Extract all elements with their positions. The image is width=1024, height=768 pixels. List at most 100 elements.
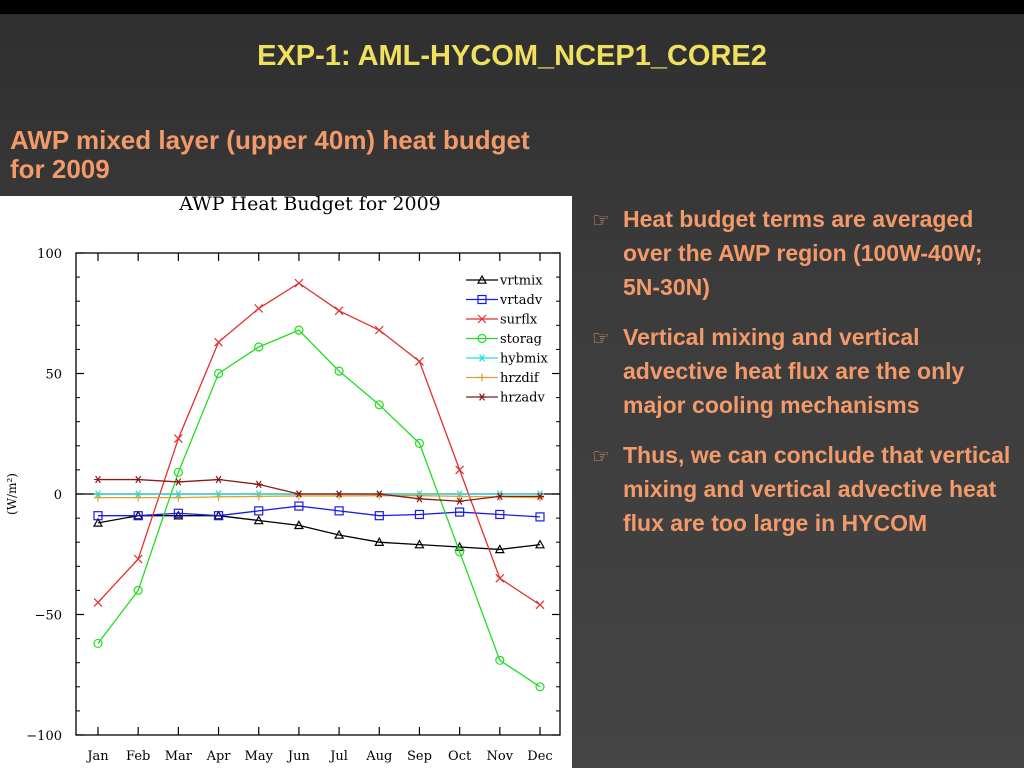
data-point [93, 638, 103, 649]
bullet-text: Heat budget terms are averaged over the … [623, 206, 983, 300]
series-line [98, 495, 541, 499]
data-point [477, 333, 487, 344]
bullet-item: ☞ Vertical mixing and vertical advective … [592, 320, 1012, 422]
data-point [173, 434, 183, 443]
data-point [374, 325, 384, 335]
data-point [374, 511, 384, 521]
data-point [214, 492, 223, 501]
data-point [173, 510, 184, 520]
legend-label: hrzdif [500, 371, 540, 386]
x-tick-label: Apr [206, 749, 232, 764]
data-point [214, 475, 223, 484]
data-point [415, 357, 424, 366]
data-point [455, 492, 464, 501]
data-point [414, 509, 425, 520]
pointing-hand-icon: ☞ [592, 210, 610, 232]
legend-label: storag [500, 332, 542, 347]
data-point [334, 529, 345, 539]
y-axis-label: (W/m²) [5, 473, 19, 515]
data-point [334, 366, 344, 376]
data-point [455, 497, 464, 505]
x-tick-label: May [245, 749, 274, 764]
series-vrtadv [93, 501, 545, 522]
data-point [476, 274, 488, 284]
data-point [173, 467, 183, 477]
data-point [375, 491, 384, 500]
data-point [174, 478, 183, 486]
data-point [254, 342, 264, 352]
legend-label: vrtmix [499, 274, 543, 289]
data-point [133, 511, 143, 521]
data-point [477, 294, 487, 305]
bullet-item: ☞ Thus, we can conclude that vertical mix… [592, 438, 1012, 540]
legend-entry: hrzadv [466, 391, 546, 406]
data-point [375, 490, 384, 498]
series-line [98, 505, 541, 518]
data-point [294, 490, 303, 498]
series-storag [93, 325, 545, 692]
data-point [133, 585, 143, 595]
y-tick-label: −100 [26, 729, 62, 744]
data-point [534, 539, 546, 549]
data-point [334, 506, 344, 516]
legend-label: hybmix [500, 352, 549, 367]
data-point [495, 509, 505, 520]
legend-entry: surflx [466, 313, 538, 328]
data-point [477, 314, 487, 324]
x-tick-label: Jan [85, 749, 109, 764]
data-point [374, 400, 384, 410]
data-point [455, 465, 465, 475]
data-point [536, 493, 544, 502]
pointing-hand-icon: ☞ [592, 446, 610, 468]
data-point [535, 512, 545, 522]
x-tick-label: Dec [527, 749, 552, 764]
data-point [294, 501, 304, 511]
bullet-text: Vertical mixing and vertical advective h… [623, 324, 965, 418]
data-point [213, 368, 224, 379]
data-point [495, 492, 504, 501]
series-surflx [93, 278, 545, 610]
data-point [92, 517, 104, 527]
data-point [455, 547, 465, 557]
data-point [334, 306, 344, 316]
data-point [495, 655, 505, 665]
x-tick-label: Feb [126, 749, 150, 764]
pointing-hand-icon: ☞ [592, 328, 610, 350]
x-tick-label: Mar [165, 749, 193, 764]
data-point [455, 507, 465, 517]
data-point [93, 511, 103, 521]
bullet-item: ☞ Heat budget terms are averaged over the… [592, 202, 1012, 304]
data-point [134, 493, 143, 502]
legend-entry: storag [466, 332, 542, 347]
data-point [478, 393, 486, 401]
data-point [536, 492, 544, 501]
series-hrzdif [94, 491, 544, 502]
legend-label: surflx [500, 313, 538, 328]
series-line [97, 282, 541, 606]
data-point [253, 515, 264, 525]
data-point [414, 539, 425, 549]
x-tick-label: Nov [487, 749, 514, 764]
data-point [495, 573, 505, 583]
data-point [294, 278, 304, 288]
legend-label: hrzadv [500, 391, 546, 406]
data-point [335, 490, 344, 498]
y-tick-label: −50 [35, 609, 62, 624]
data-point [173, 508, 183, 518]
legend-entry: hrzdif [466, 371, 540, 386]
data-point [254, 506, 264, 516]
data-point [254, 304, 264, 313]
slide-subtitle: AWP mixed layer (upper 40m) heat budget … [10, 125, 530, 184]
data-point [254, 492, 263, 501]
data-point [133, 554, 143, 564]
data-point [134, 475, 143, 484]
y-tick-label: 50 [45, 368, 62, 383]
data-point [294, 325, 304, 335]
data-point [214, 337, 223, 347]
data-point [478, 373, 486, 382]
chart-title: AWP Heat Budget for 2009 [178, 196, 441, 215]
heat-budget-chart: AWP Heat Budget for 2009 −100 −50 0 50 100 Ja… [0, 196, 572, 768]
data-point [535, 600, 545, 610]
y-tick-label: 0 [54, 488, 62, 503]
series-line [97, 329, 541, 688]
